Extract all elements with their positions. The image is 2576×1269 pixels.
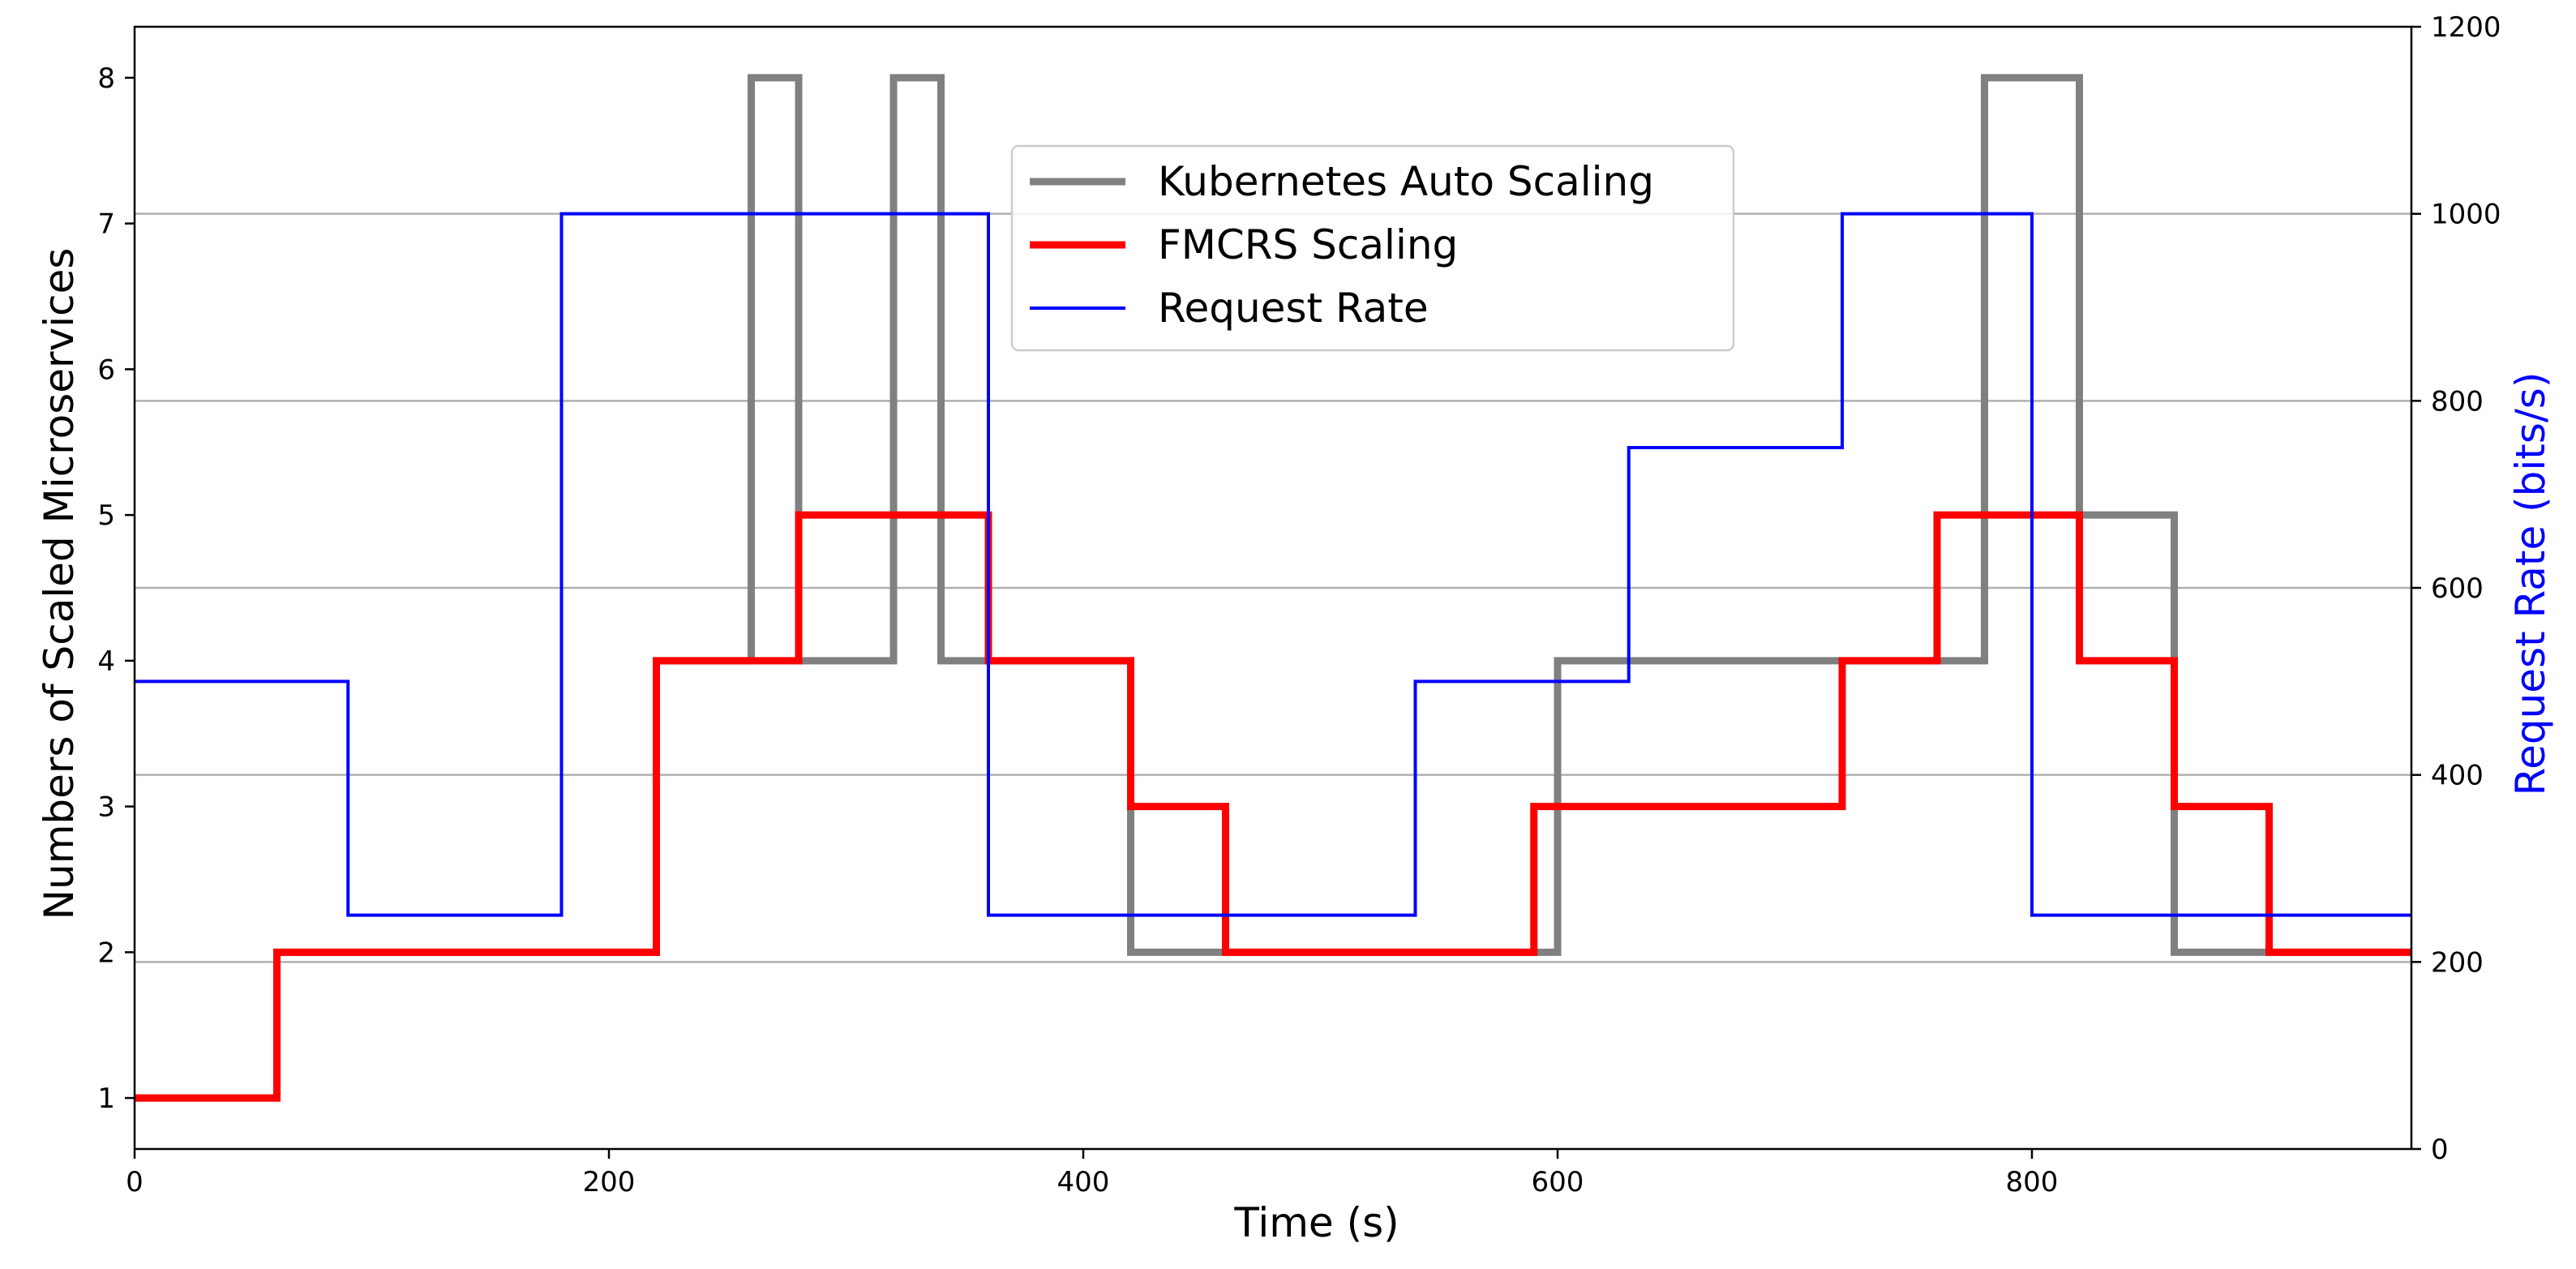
y-tick-label-right: 600: [2431, 572, 2484, 605]
y-tick-label-right: 0: [2431, 1134, 2449, 1166]
legend-box: [1010, 144, 1735, 352]
y-tick-label-left: 1: [97, 1083, 115, 1115]
x-axis-label: Time (s): [1233, 1199, 1399, 1246]
legend-label-0: Kubernetes Auto Scaling: [1158, 158, 1654, 205]
x-tick-label: 200: [583, 1166, 636, 1198]
legend-label-2: Request Rate: [1158, 285, 1429, 332]
legend-label-1: FMCRS Scaling: [1158, 221, 1458, 268]
x-tick-label: 400: [1057, 1166, 1110, 1198]
y-tick-label-left: 4: [97, 645, 115, 678]
y-tick-label-left: 3: [97, 791, 115, 824]
y-tick-label-left: 8: [97, 62, 115, 95]
y-tick-label-right: 1000: [2431, 199, 2501, 231]
y-axis-label-left: Numbers of Scaled Microservices: [36, 248, 83, 920]
y-tick-label-left: 5: [97, 499, 115, 532]
x-tick-label: 800: [2006, 1166, 2059, 1198]
axis-layer: 0 200 400 600 800 1 2 3 4 5 6 7 8 0 200 400 600 800 1000 12…: [97, 11, 2501, 1198]
series-layer: [135, 74, 2411, 1102]
y-tick-label-right: 1200: [2431, 11, 2501, 44]
y-tick-label-right: 200: [2431, 946, 2484, 979]
series-line-1: [135, 511, 2411, 1102]
y-tick-label-left: 7: [97, 208, 115, 241]
y-tick-label-left: 6: [97, 354, 115, 386]
series-line-2: [135, 212, 2411, 917]
y-axis-label-right: Request Rate (bits/s): [2507, 372, 2554, 796]
x-tick-label: 0: [126, 1166, 144, 1198]
y-tick-label-left: 2: [97, 937, 115, 969]
x-tick-label: 600: [1532, 1166, 1584, 1198]
y-tick-label-right: 400: [2431, 760, 2484, 792]
y-tick-label-right: 800: [2431, 385, 2484, 418]
legend: Kubernetes Auto Scaling FMCRS Scaling Requ…: [1010, 144, 1735, 352]
